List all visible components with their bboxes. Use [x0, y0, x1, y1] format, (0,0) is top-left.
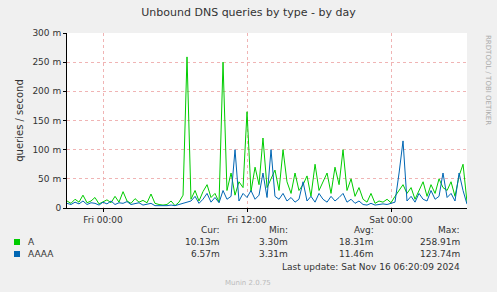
svg-text:Unbound DNS queries by type -: Unbound DNS queries by type - by day [141, 6, 356, 19]
svg-text:0: 0 [55, 203, 61, 213]
svg-text:18.31m: 18.31m [339, 237, 374, 247]
svg-text:50 m: 50 m [38, 174, 61, 184]
svg-text:100 m: 100 m [32, 145, 61, 155]
svg-text:AAAA: AAAA [28, 249, 54, 259]
svg-text:queries / second: queries / second [14, 79, 25, 161]
svg-text:Last update: Sat Nov 16 06:20:: Last update: Sat Nov 16 06:20:09 2024 [282, 262, 460, 272]
svg-text:A: A [28, 237, 35, 247]
svg-text:200 m: 200 m [32, 86, 61, 96]
svg-text:Avg:: Avg: [354, 225, 374, 235]
svg-text:Cur:: Cur: [201, 225, 220, 235]
svg-text:10.13m: 10.13m [185, 237, 220, 247]
svg-text:258.91m: 258.91m [420, 237, 460, 247]
svg-text:3.30m: 3.30m [259, 237, 288, 247]
svg-text:RRDTOOL / TOBI OETIKER: RRDTOOL / TOBI OETIKER [484, 35, 492, 125]
svg-text:123.74m: 123.74m [420, 249, 460, 259]
svg-text:Fri 12:00: Fri 12:00 [227, 215, 267, 225]
svg-text:Sat 00:00: Sat 00:00 [369, 215, 413, 225]
svg-text:6.57m: 6.57m [191, 249, 220, 259]
svg-text:Min:: Min: [269, 225, 288, 235]
svg-text:3.31m: 3.31m [259, 249, 288, 259]
svg-text:Fri 00:00: Fri 00:00 [83, 215, 123, 225]
svg-text:11.46m: 11.46m [339, 249, 374, 259]
svg-text:300 m: 300 m [32, 28, 61, 38]
svg-text:Munin 2.0.75: Munin 2.0.75 [225, 279, 271, 287]
svg-text:250 m: 250 m [32, 57, 61, 67]
svg-text:Max:: Max: [438, 225, 460, 235]
svg-text:150 m: 150 m [32, 116, 61, 126]
